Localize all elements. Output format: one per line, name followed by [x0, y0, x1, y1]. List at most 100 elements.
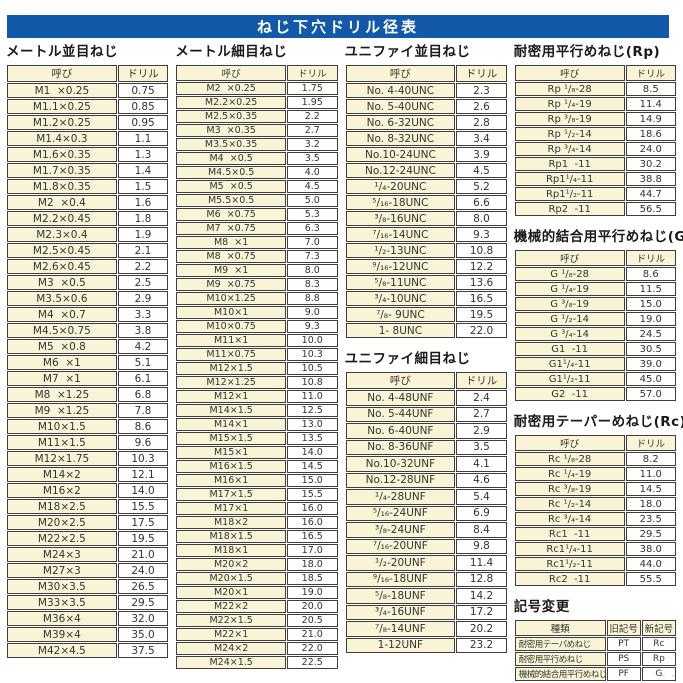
name-cell: Rp ³/₄-14 — [514, 142, 625, 156]
column-header: ドリル — [625, 435, 676, 451]
name-cell: Rp1¹/₄-11 — [514, 172, 625, 186]
name-cell: M42×4.5 — [7, 643, 117, 658]
drill-cell: 5.0 — [287, 194, 338, 207]
table-row: 1- 8UNC 22.0 — [345, 323, 507, 338]
table-row: M15×1 14.0 — [176, 446, 338, 459]
table-row: M14×1.5 12.5 — [176, 404, 338, 417]
name-cell: M18×1 — [176, 544, 287, 557]
drill-cell: 13.6 — [456, 275, 507, 290]
table-row: No. 6-40UNF 2.9 — [345, 423, 507, 439]
drill-cell: 1.1 — [117, 131, 169, 146]
table-row: ⁹/₁₆-18UNF 12.8 — [345, 571, 507, 587]
name-cell: ¹/₂-13UNC — [345, 243, 456, 258]
section-title-metric-coarse: メートル並目ねじ — [6, 44, 118, 60]
name-cell: G ¹/₂-14 — [514, 312, 625, 326]
name-cell: Rc ¹/₄-19 — [514, 467, 625, 481]
drill-cell: 17.5 — [117, 515, 169, 530]
table-row: ⁵/₁₆-24UNF 6.9 — [345, 505, 507, 521]
drill-cell: 2.2 — [117, 259, 169, 274]
table-row: M4 ×0.7 3.3 — [7, 307, 169, 322]
drill-cell: 35.0 — [117, 627, 169, 642]
drill-cell: 8.0 — [287, 264, 338, 277]
table-row: ¹/₄-20UNC 5.2 — [345, 179, 507, 194]
drill-cell: 22.0 — [456, 323, 507, 338]
table-row: Rp ¹/₈-28 8.5 — [514, 82, 676, 96]
drill-cell: 5.4 — [456, 489, 507, 505]
name-cell: ¹/₄-20UNC — [345, 179, 456, 194]
drill-cell: 4.1 — [456, 456, 507, 472]
name-cell: M22×2.5 — [7, 531, 117, 546]
table-row: G1 -11 30.5 — [514, 342, 676, 356]
table-row: G1¹/₂-11 45.0 — [514, 372, 676, 386]
name-cell: Rc ¹/₈-28 — [514, 452, 625, 466]
table-row: M2 ×0.25 1.75 — [176, 82, 338, 95]
column-header: 呼び — [514, 65, 625, 81]
name-cell: G1 -11 — [514, 342, 625, 356]
drill-cell: 2.4 — [456, 390, 507, 406]
name-cell: ³/₈-24UNF — [345, 522, 456, 538]
name-cell: M6 ×1 — [7, 355, 117, 370]
table-row: M10×1 9.0 — [176, 306, 338, 319]
table-row: ⁵/₈-11UNC 13.6 — [345, 275, 507, 290]
table-row: M16×1.5 14.5 — [176, 460, 338, 473]
table-row: No.12-24UNC 4.5 — [345, 163, 507, 178]
drill-cell: 11.0 — [287, 390, 338, 403]
name-cell: Rc1 -11 — [514, 527, 625, 541]
drill-cell: 2.2 — [287, 110, 338, 123]
drill-cell: 9.0 — [287, 306, 338, 319]
name-cell: 機械的結合用平行めねじ — [514, 667, 606, 681]
table-row: Rp ³/₄-14 24.0 — [514, 142, 676, 156]
drill-cell: 2.7 — [287, 124, 338, 137]
drill-cell: 8.2 — [625, 452, 676, 466]
drill-cell: 56.5 — [625, 202, 676, 216]
table-row: M27×3 24.0 — [7, 563, 169, 578]
column-header: 呼び — [345, 65, 456, 82]
name-cell: M20×1.5 — [176, 572, 287, 585]
table-row: Rp ¹/₂-14 18.6 — [514, 127, 676, 141]
table-row: M30×3.5 26.5 — [7, 579, 169, 594]
name-cell: No. 8-36UNF — [345, 439, 456, 455]
table-row: M20×1 19.0 — [176, 586, 338, 599]
drill-cell: 3.9 — [456, 147, 507, 162]
table-row: G ³/₄-14 24.5 — [514, 327, 676, 341]
table-row: M10×0.75 9.3 — [176, 320, 338, 333]
table-row: 耐密用平行めねじ PS Rp — [514, 652, 676, 666]
drill-cell: 9.3 — [456, 227, 507, 242]
drill-cell: 24.0 — [625, 142, 676, 156]
table-row: M1.4×0.3 1.1 — [7, 131, 169, 146]
name-cell: G ³/₄-14 — [514, 327, 625, 341]
table-row: Rp1¹/₄-11 38.8 — [514, 172, 676, 186]
drill-cell: 7.0 — [287, 236, 338, 249]
table-row: Rc2 -11 55.5 — [514, 572, 676, 586]
drill-cell: 5.1 — [117, 355, 169, 370]
table-row: M20×1.5 18.5 — [176, 572, 338, 585]
data-table: 呼び ドリル M1 ×0.25 0.75 M1.1×0.25 0.85 M1.2×0.25 0… — [6, 64, 170, 659]
data-table: 呼び ドリル M2 ×0.25 1.75 M2.2×0.25 1.95 M2.5×0.35 2… — [175, 64, 339, 670]
drill-cell: 12.5 — [287, 404, 338, 417]
drill-cell: 13.0 — [287, 418, 338, 431]
table-row: Rp ³/₈-19 14.9 — [514, 112, 676, 126]
table-row: No. 5-40UNC 2.6 — [345, 99, 507, 114]
table-row: 耐密用テーパめねじ PT Rc — [514, 637, 676, 651]
name-cell: M1 ×0.25 — [7, 83, 117, 98]
name-cell: M2 ×0.4 — [7, 195, 117, 210]
drill-cell: 3.5 — [287, 152, 338, 165]
table-row: M22×1.5 20.5 — [176, 614, 338, 627]
name-cell: M8 ×1 — [176, 236, 287, 249]
drill-cell: 37.5 — [117, 643, 169, 658]
column-header: ドリル — [117, 65, 169, 82]
table-row: M17×1 16.0 — [176, 502, 338, 515]
table-row: ³/₄-10UNC 16.5 — [345, 291, 507, 306]
drill-cell: 6.6 — [456, 195, 507, 210]
table-row: Rc ³/₄-14 23.5 — [514, 512, 676, 526]
table-row: ¹/₂-13UNC 10.8 — [345, 243, 507, 258]
table-row: M1.2×0.25 0.95 — [7, 115, 169, 130]
table-row: M2.6×0.45 2.2 — [7, 259, 169, 274]
table-row: ⁷/₈-14UNF 20.2 — [345, 621, 507, 637]
name-cell: M24×2 — [176, 642, 287, 655]
column-header: 種類 — [514, 620, 606, 636]
drill-cell: 5.3 — [287, 208, 338, 221]
name-cell: Rc ¹/₂-14 — [514, 497, 625, 511]
drill-cell: 6.9 — [456, 505, 507, 521]
drill-cell: 19.5 — [117, 531, 169, 546]
